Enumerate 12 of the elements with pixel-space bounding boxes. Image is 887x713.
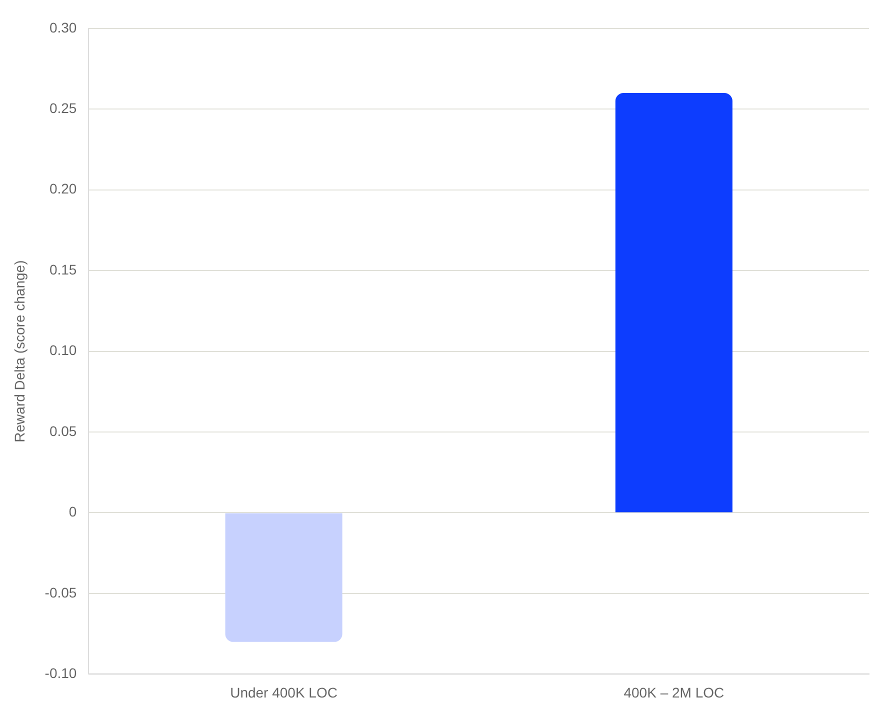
y-tick-label: 0.20 (49, 180, 77, 197)
y-tick-label: -0.05 (44, 584, 77, 600)
y-tick-label: -0.10 (44, 665, 77, 682)
y-tick-label: 0.25 (49, 100, 77, 116)
y-tick-label: 0.05 (49, 422, 77, 439)
y-axis-title: Reward Delta (score change) (11, 260, 28, 442)
y-tick-label: 0.10 (49, 342, 77, 358)
y-tick-label: 0.30 (49, 19, 77, 36)
x-tick-label: 400K – 2M LOC (624, 684, 724, 700)
y-tick-label: 0 (68, 504, 77, 520)
y-tick-label: 0.15 (49, 261, 77, 278)
x-tick-label: Under 400K LOC (230, 684, 338, 700)
